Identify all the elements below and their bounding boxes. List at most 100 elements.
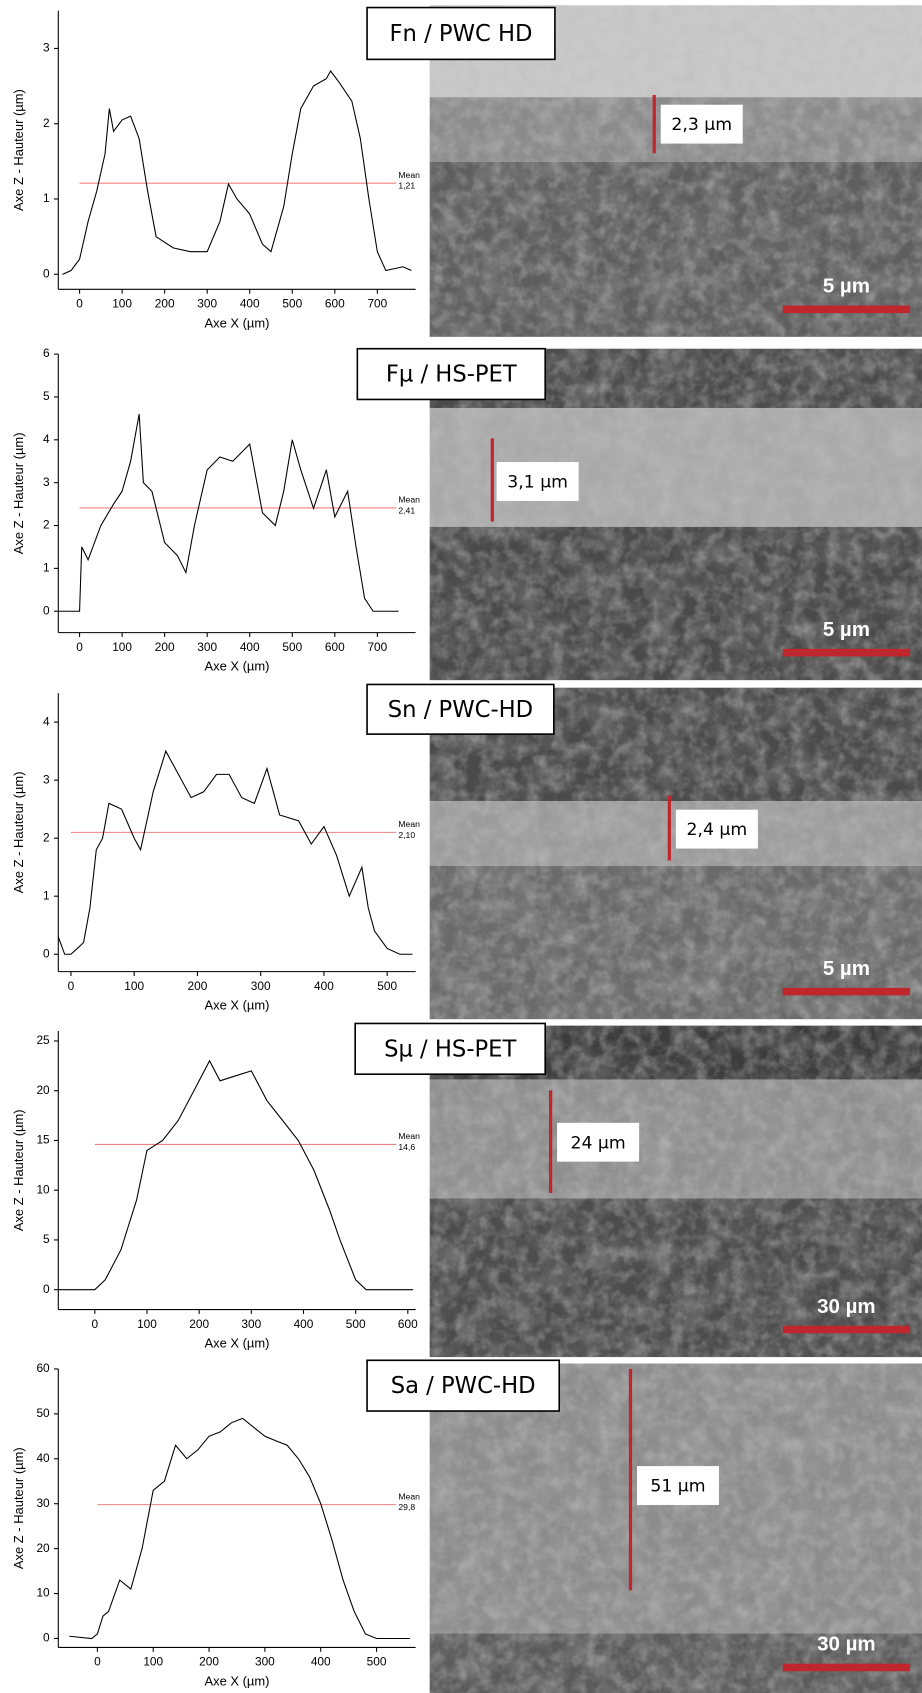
x-axis-title: Axe X (µm)	[204, 1673, 269, 1688]
thickness-label: 3,1 µm	[507, 473, 568, 493]
title-box	[366, 1359, 561, 1412]
thickness-label: 24 µm	[570, 1133, 625, 1153]
y-tick-label: 4	[43, 432, 50, 446]
x-tick-label: 0	[92, 1317, 99, 1331]
y-axis-title: Axe Z - Hauteur (µm)	[11, 771, 26, 893]
label-box	[636, 1466, 720, 1505]
x-tick-label: 300	[241, 1317, 261, 1331]
scale-label: 30 µm	[817, 1633, 876, 1656]
panel-title: Sµ / HS-PET	[384, 1036, 516, 1062]
profile-line	[62, 70, 412, 275]
sem-texture	[429, 1025, 922, 1358]
scale-label: 5 µm	[823, 957, 870, 980]
x-tick-label: 600	[325, 640, 345, 654]
panel-title: Fn / PWC HD	[389, 21, 532, 47]
label-box	[675, 809, 758, 849]
y-tick-label: 30	[36, 1496, 50, 1510]
y-tick-label: 25	[36, 1033, 50, 1047]
x-tick-label: 300	[251, 979, 271, 993]
x-tick-label: 0	[76, 640, 83, 654]
mean-text: Mean	[398, 170, 420, 180]
mean-text: Mean	[398, 1131, 420, 1141]
panel-title: Sn / PWC-HD	[388, 697, 533, 723]
y-tick-label: 0	[43, 266, 50, 280]
x-tick-label: 700	[367, 297, 387, 311]
x-tick-label: 400	[314, 979, 334, 993]
x-tick-label: 300	[197, 297, 217, 311]
y-tick-label: 0	[43, 946, 50, 960]
scale-label: 5 µm	[823, 275, 870, 298]
mean-text: Mean	[398, 819, 420, 829]
x-tick-label: 0	[94, 1655, 101, 1669]
label-box	[660, 104, 743, 144]
x-tick-label: 400	[311, 1655, 331, 1669]
mean-label: 29,8	[398, 1502, 415, 1512]
y-tick-label: 0	[43, 1631, 50, 1645]
title-box	[354, 1022, 547, 1076]
x-tick-label: 100	[124, 979, 144, 993]
x-tick-label: 0	[68, 979, 75, 993]
y-tick-label: 10	[36, 1586, 50, 1600]
scale-label: 5 µm	[823, 618, 870, 641]
title-box	[366, 683, 555, 735]
y-axis-title: Axe Z - Hauteur (µm)	[11, 1109, 26, 1231]
x-tick-label: 200	[155, 640, 175, 654]
scale-bar	[782, 648, 911, 657]
x-tick-label: 200	[189, 1317, 209, 1331]
x-tick-label: 400	[240, 297, 260, 311]
x-tick-label: 700	[367, 640, 387, 654]
x-tick-label: 400	[294, 1317, 314, 1331]
mean-label: 14,6	[398, 1142, 415, 1152]
y-tick-label: 40	[36, 1451, 50, 1465]
thickness-label: 2,4 µm	[686, 820, 747, 840]
y-tick-label: 0	[43, 603, 50, 617]
x-tick-label: 100	[112, 297, 132, 311]
y-tick-label: 1	[43, 191, 50, 205]
mean-label: 2,10	[398, 830, 415, 840]
title-box	[366, 6, 556, 61]
mean-text: Mean	[398, 1491, 420, 1501]
x-tick-label: 500	[367, 1655, 387, 1669]
x-tick-label: 100	[143, 1655, 163, 1669]
x-tick-label: 0	[76, 297, 83, 311]
x-tick-label: 200	[188, 979, 208, 993]
x-tick-label: 100	[112, 640, 132, 654]
y-tick-label: 0	[43, 1282, 50, 1296]
y-tick-label: 1	[43, 561, 50, 575]
x-tick-label: 600	[398, 1317, 418, 1331]
y-tick-label: 15	[36, 1133, 50, 1147]
x-tick-label: 200	[155, 297, 175, 311]
x-axis-title: Axe X (µm)	[204, 659, 269, 674]
y-tick-label: 20	[36, 1541, 50, 1555]
x-tick-label: 500	[282, 640, 302, 654]
y-axis-title: Axe Z - Hauteur (µm)	[11, 89, 26, 211]
y-tick-label: 3	[43, 772, 50, 786]
x-tick-label: 300	[255, 1655, 275, 1669]
scale-bar	[782, 987, 911, 996]
x-axis-title: Axe X (µm)	[204, 315, 269, 330]
x-tick-label: 400	[240, 640, 260, 654]
scale-bar	[782, 1325, 911, 1334]
scale-bar	[782, 305, 911, 314]
label-box	[557, 1122, 640, 1162]
sem-texture	[429, 5, 922, 337]
y-axis-title: Axe Z - Hauteur (µm)	[11, 1447, 26, 1569]
y-axis-title: Axe Z - Hauteur (µm)	[11, 432, 26, 554]
x-tick-label: 200	[199, 1655, 219, 1669]
profile-line	[58, 414, 399, 612]
sem-texture	[429, 348, 922, 681]
panel-title: Fµ / HS-PET	[386, 362, 517, 388]
sem-texture	[429, 687, 922, 1020]
thickness-label: 51 µm	[650, 1477, 705, 1497]
x-tick-label: 300	[197, 640, 217, 654]
panel-title: Sa / PWC-HD	[391, 1373, 536, 1399]
y-tick-label: 2	[43, 830, 50, 844]
y-tick-label: 2	[43, 518, 50, 532]
y-tick-label: 4	[43, 714, 50, 728]
y-tick-label: 50	[36, 1406, 50, 1420]
mean-label: 2,41	[398, 505, 415, 515]
y-tick-label: 60	[36, 1361, 50, 1375]
title-box	[356, 347, 547, 401]
profile-line	[58, 1059, 414, 1291]
y-tick-label: 3	[43, 41, 50, 55]
